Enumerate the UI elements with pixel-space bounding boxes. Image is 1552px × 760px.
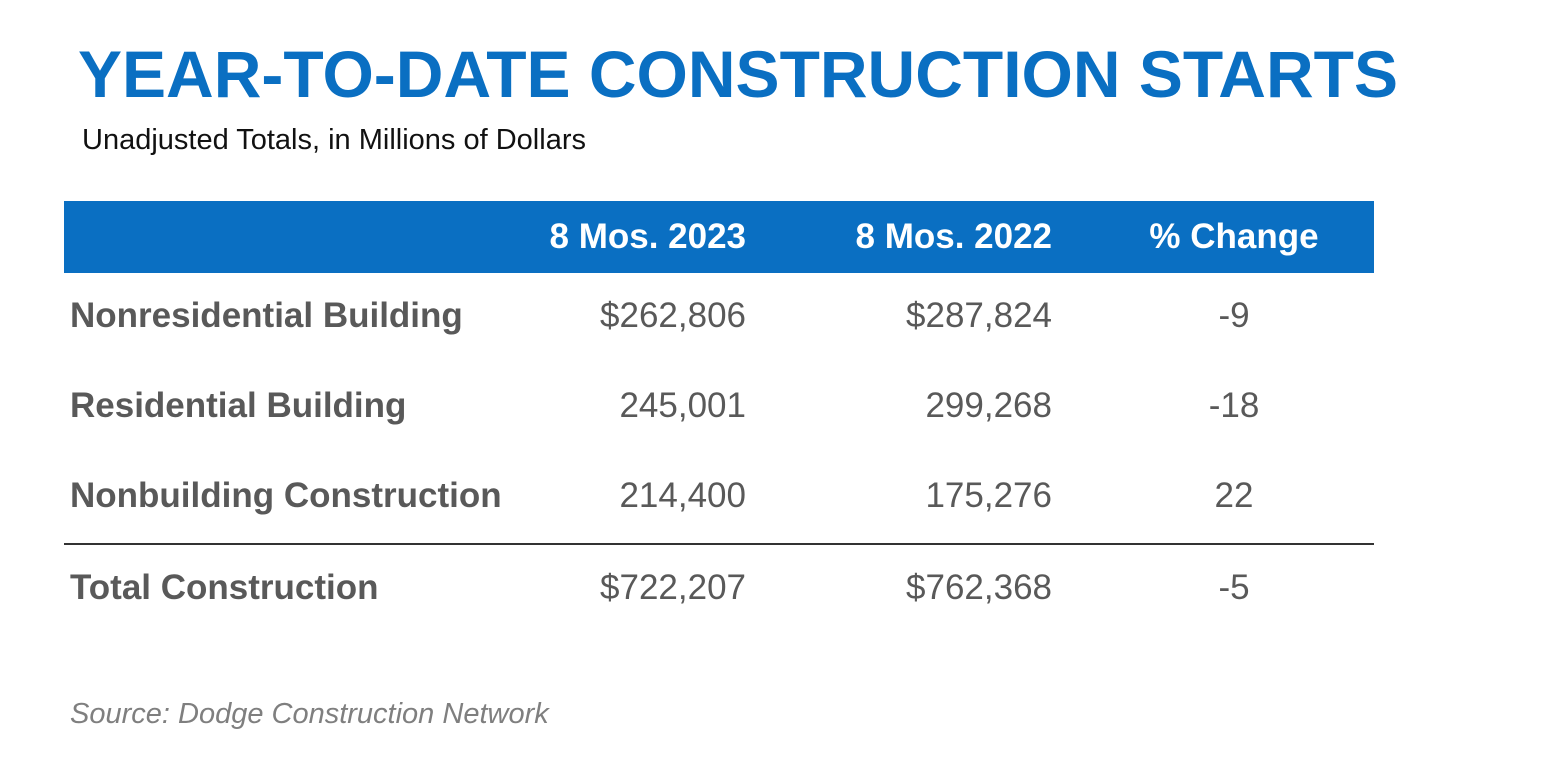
value-pct-change: -18 [1208,386,1260,425]
source-note: Source: Dodge Construction Network [70,698,549,730]
row-label: Nonbuilding Construction [70,476,502,515]
column-header-2022: 8 Mos. 2022 [855,217,1053,256]
table-row: Nonbuilding Construction 214,400 175,276… [64,453,1374,543]
value-2022: 175,276 [925,476,1052,515]
value-pct-change: 22 [1214,476,1254,515]
total-value-2023: $722,207 [600,568,746,607]
table-header-row: 8 Mos. 2023 8 Mos. 2022 % Change [64,201,1374,273]
total-value-2022: $762,368 [906,568,1052,607]
table-total-row: Total Construction $722,207 $762,368 -5 [64,543,1374,635]
construction-starts-table: 8 Mos. 2023 8 Mos. 2022 % Change Nonresi… [64,201,1374,635]
value-2023: 214,400 [619,476,746,515]
value-2022: $287,824 [906,296,1052,335]
table-row: Nonresidential Building $262,806 $287,82… [64,273,1374,363]
page-title: YEAR-TO-DATE CONSTRUCTION STARTS [78,37,1398,111]
row-label: Nonresidential Building [70,296,463,335]
value-pct-change: -9 [1218,296,1250,335]
column-header-pct-change: % Change [1149,217,1319,256]
row-label: Residential Building [70,386,407,425]
total-label: Total Construction [70,568,379,607]
value-2022: 299,268 [925,386,1052,425]
table-row: Residential Building 245,001 299,268 -18 [64,363,1374,453]
column-header-category [70,201,540,273]
page-subtitle: Unadjusted Totals, in Millions of Dollar… [82,124,586,156]
column-header-2023: 8 Mos. 2023 [549,217,747,256]
value-2023: $262,806 [600,296,746,335]
total-value-pct-change: -5 [1218,568,1250,607]
value-2023: 245,001 [619,386,746,425]
